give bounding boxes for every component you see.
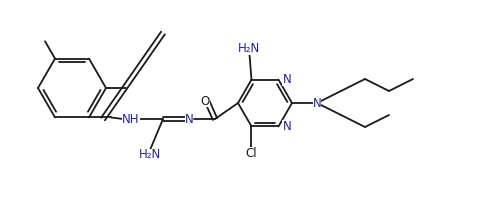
Text: O: O [200,95,209,107]
Text: Cl: Cl [245,147,257,160]
Text: NH: NH [122,113,139,125]
Text: N: N [282,73,291,86]
Text: N: N [282,120,291,133]
Text: H₂N: H₂N [238,42,260,55]
Text: N: N [184,113,193,125]
Text: N: N [312,97,321,109]
Text: H₂N: H₂N [138,149,161,161]
